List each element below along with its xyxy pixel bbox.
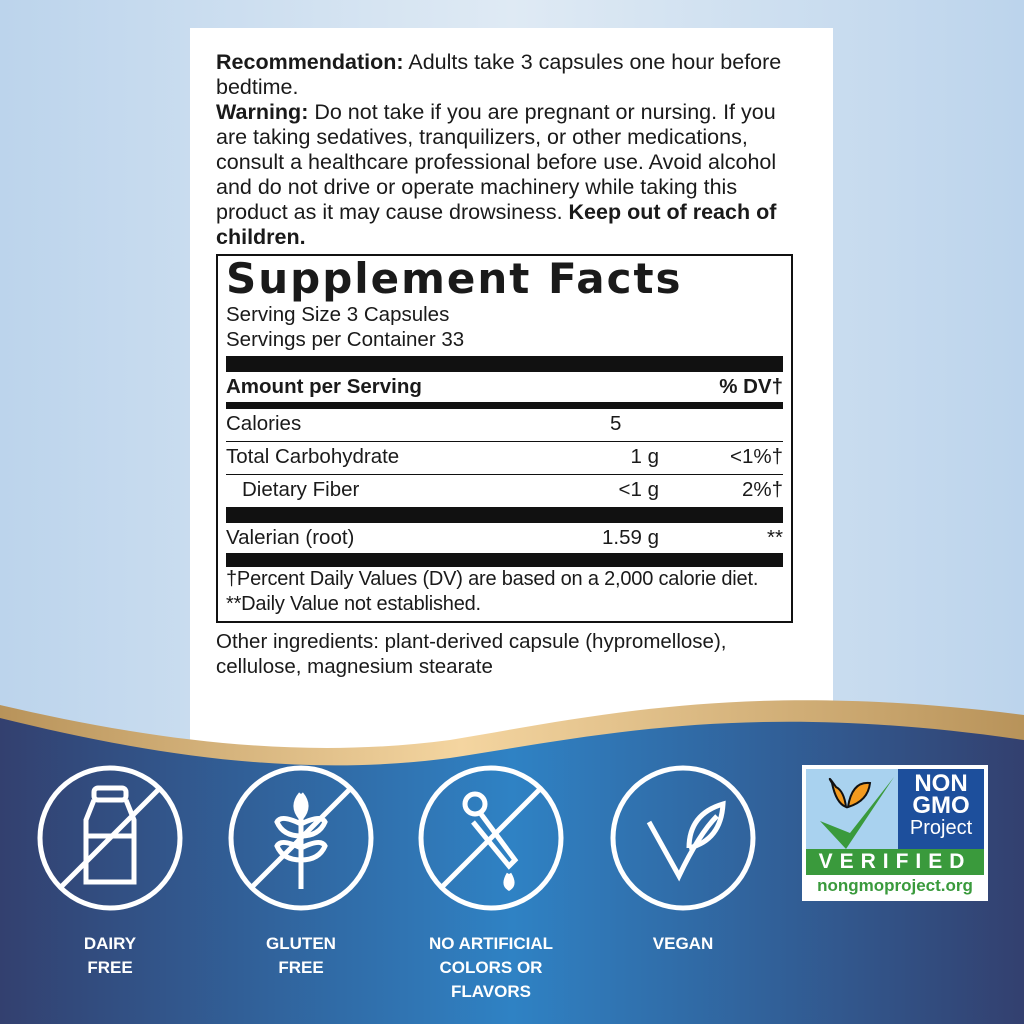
table-row: Calories 5 [226, 412, 622, 435]
leaf-icon [610, 765, 756, 911]
facts-title: Supplement Facts [226, 254, 683, 303]
label-text-column: Recommendation: Adults take 3 capsules o… [216, 50, 796, 679]
servings-per-container: Servings per Container 33 [226, 328, 465, 351]
table-row: Total Carbohydrate 1 g <1%† [226, 445, 783, 468]
amount-header: Amount per Serving% DV† [226, 375, 783, 398]
no-dropper-icon [418, 765, 564, 911]
recommendation: Recommendation: Adults take 3 capsules o… [216, 50, 782, 99]
divider [226, 507, 783, 523]
table-row: Dietary Fiber <1 g 2%† [242, 478, 783, 501]
divider [226, 474, 783, 475]
badge-gluten-free: GLUTEN FREE [266, 934, 336, 977]
no-wheat-icon [228, 765, 374, 911]
serving-size: Serving Size 3 Capsules [226, 303, 450, 326]
badge-vegan: VEGAN [652, 934, 714, 953]
footnote-dv: †Percent Daily Values (DV) are based on … [226, 568, 759, 590]
footnote-not-established: **Daily Value not established. [226, 593, 481, 615]
divider [226, 553, 783, 567]
table-row: Valerian (root) 1.59 g ** [226, 526, 783, 549]
warning: Warning: Do not take if you are pregnant… [216, 100, 777, 249]
supplement-facts-panel: Supplement Facts Serving Size 3 Capsules… [216, 254, 793, 623]
butterfly-check-icon [820, 777, 894, 849]
badge-no-artificial: NO ARTIFICIAL COLORS OR FLAVORS [428, 934, 554, 1001]
divider [226, 356, 783, 372]
label-panel [190, 28, 833, 748]
badge-dairy-free: DAIRY FREE [83, 934, 137, 977]
divider [226, 402, 783, 409]
no-milk-bottle-icon [37, 765, 183, 911]
other-ingredients: Other ingredients: plant-derived capsule… [216, 630, 727, 678]
divider [226, 441, 783, 442]
non-gmo-verified-badge: NON GMO Project VERIFIED nongmoproject.org [802, 765, 988, 901]
